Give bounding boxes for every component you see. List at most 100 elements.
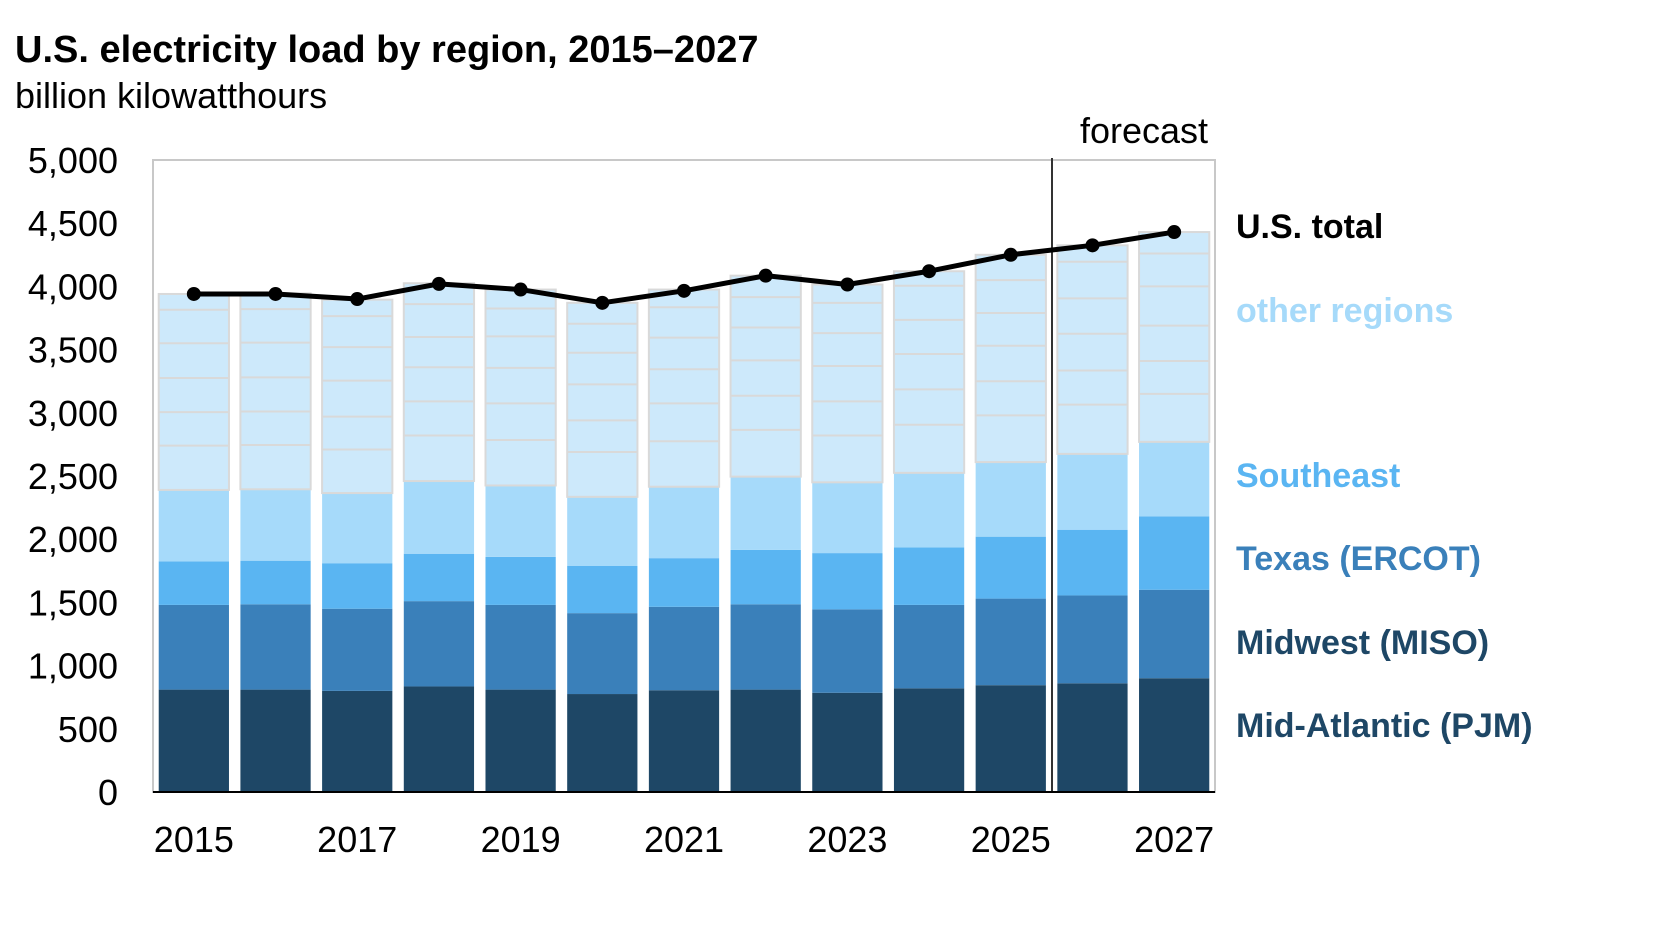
bar-midwest-miso-2025 bbox=[975, 598, 1046, 686]
bar-other-regions-2020 bbox=[566, 301, 639, 498]
us-total-point-2026 bbox=[1085, 238, 1100, 253]
bar-midwest-miso-2017 bbox=[322, 608, 393, 691]
y-tick-label-4500: 4,500 bbox=[28, 203, 118, 244]
bar-other-regions-2026 bbox=[1056, 244, 1129, 455]
forecast-label: forecast bbox=[1080, 110, 1208, 151]
y-axis: 0 500 1,000 1,500 2,000 2,500 3,000 3,500 4,000 4… bbox=[28, 140, 118, 813]
x-tick-label-2021: 2021 bbox=[644, 819, 724, 860]
legend: U.S. total other regions Southeast Texas… bbox=[1236, 208, 1533, 745]
bar-midwest-miso-2019 bbox=[485, 604, 556, 690]
bar-southeast-2016 bbox=[240, 489, 311, 561]
bar-texas-ercot-2025 bbox=[975, 536, 1046, 599]
bar-other-regions-2015 bbox=[157, 292, 230, 491]
bar-midwest-miso-2022 bbox=[730, 604, 801, 690]
bar-texas-ercot-2023 bbox=[812, 553, 883, 610]
y-tick-label-3500: 3,500 bbox=[28, 330, 118, 371]
bars-layer bbox=[157, 231, 1211, 792]
x-tick-label-2023: 2023 bbox=[807, 819, 887, 860]
bar-mid-atlantic-pjm-2027 bbox=[1139, 678, 1210, 792]
y-tick-label-3000: 3,000 bbox=[28, 393, 118, 434]
bar-texas-ercot-2022 bbox=[730, 549, 801, 605]
y-tick-label-1000: 1,000 bbox=[28, 646, 118, 687]
us-total-point-2020 bbox=[595, 295, 610, 310]
bar-midwest-miso-2027 bbox=[1139, 589, 1210, 679]
bar-mid-atlantic-pjm-2015 bbox=[158, 689, 229, 792]
y-tick-label-2500: 2,500 bbox=[28, 456, 118, 497]
x-tick-label-2019: 2019 bbox=[481, 819, 561, 860]
bar-midwest-miso-2023 bbox=[812, 609, 883, 693]
bar-mid-atlantic-pjm-2020 bbox=[567, 694, 638, 792]
bar-texas-ercot-2024 bbox=[893, 547, 965, 605]
bar-southeast-2017 bbox=[322, 493, 393, 564]
bar-mid-atlantic-pjm-2026 bbox=[1057, 683, 1128, 792]
bar-southeast-2018 bbox=[403, 481, 475, 554]
x-axis: 2015 2017 2019 2021 2023 2025 2027 bbox=[154, 819, 1214, 860]
us-total-point-2024 bbox=[922, 264, 937, 279]
bar-midwest-miso-2018 bbox=[403, 601, 475, 687]
x-tick-label-2025: 2025 bbox=[971, 819, 1051, 860]
bar-texas-ercot-2027 bbox=[1139, 516, 1210, 590]
bar-texas-ercot-2015 bbox=[158, 561, 229, 605]
us-total-point-2017 bbox=[350, 292, 365, 307]
bar-texas-ercot-2018 bbox=[403, 553, 475, 602]
x-tick-label-2017: 2017 bbox=[317, 819, 397, 860]
legend-other-regions: other regions bbox=[1236, 292, 1453, 330]
x-tick-label-2027: 2027 bbox=[1134, 819, 1214, 860]
bar-other-regions-2024 bbox=[892, 270, 966, 474]
bar-southeast-2025 bbox=[975, 462, 1046, 537]
bar-mid-atlantic-pjm-2023 bbox=[812, 692, 883, 792]
us-total-line bbox=[186, 225, 1182, 310]
x-tick-label-2015: 2015 bbox=[154, 819, 234, 860]
us-total-point-2016 bbox=[268, 286, 283, 301]
bar-midwest-miso-2026 bbox=[1057, 595, 1128, 684]
bar-texas-ercot-2016 bbox=[240, 560, 311, 605]
bar-mid-atlantic-pjm-2016 bbox=[240, 689, 311, 792]
bar-texas-ercot-2019 bbox=[485, 556, 556, 605]
legend-southeast: Southeast bbox=[1236, 457, 1400, 495]
bar-other-regions-2027 bbox=[1138, 231, 1211, 443]
bar-southeast-2021 bbox=[648, 486, 720, 559]
bar-southeast-2015 bbox=[158, 489, 229, 562]
bar-southeast-2026 bbox=[1057, 453, 1128, 530]
legend-us-total: U.S. total bbox=[1236, 208, 1383, 246]
bar-midwest-miso-2015 bbox=[158, 604, 229, 690]
us-total-point-2025 bbox=[1003, 247, 1018, 262]
bar-mid-atlantic-pjm-2024 bbox=[893, 688, 965, 792]
bar-midwest-miso-2016 bbox=[240, 604, 311, 690]
bar-texas-ercot-2021 bbox=[648, 558, 720, 607]
bar-other-regions-2022 bbox=[729, 274, 802, 478]
bar-southeast-2022 bbox=[730, 476, 801, 550]
bar-southeast-2023 bbox=[812, 482, 883, 554]
bar-other-regions-2019 bbox=[484, 288, 557, 487]
bar-southeast-2019 bbox=[485, 485, 556, 557]
y-tick-label-0: 0 bbox=[98, 772, 118, 813]
us-total-point-2021 bbox=[677, 283, 691, 298]
bar-midwest-miso-2020 bbox=[567, 613, 638, 695]
y-tick-label-2000: 2,000 bbox=[28, 519, 118, 560]
bar-texas-ercot-2017 bbox=[322, 563, 393, 609]
us-total-point-2019 bbox=[513, 282, 528, 297]
bar-texas-ercot-2020 bbox=[567, 565, 638, 614]
us-total-point-2027 bbox=[1167, 225, 1182, 240]
legend-mid-atlantic-pjm: Mid-Atlantic (PJM) bbox=[1236, 707, 1533, 745]
y-tick-label-4000: 4,000 bbox=[28, 266, 118, 307]
bar-mid-atlantic-pjm-2017 bbox=[322, 690, 393, 792]
bar-midwest-miso-2024 bbox=[893, 604, 965, 689]
bar-other-regions-2021 bbox=[647, 288, 721, 488]
bar-mid-atlantic-pjm-2021 bbox=[648, 690, 720, 792]
legend-midwest-miso: Midwest (MISO) bbox=[1236, 624, 1489, 662]
us-total-point-2018 bbox=[431, 276, 446, 291]
bar-other-regions-2023 bbox=[811, 283, 884, 484]
bar-mid-atlantic-pjm-2022 bbox=[730, 689, 801, 792]
us-total-point-2015 bbox=[186, 286, 201, 301]
y-tick-label-500: 500 bbox=[58, 709, 118, 750]
us-total-point-2023 bbox=[840, 277, 855, 292]
bar-midwest-miso-2021 bbox=[648, 606, 720, 691]
bar-mid-atlantic-pjm-2018 bbox=[403, 686, 475, 792]
y-tick-label-5000: 5,000 bbox=[28, 140, 118, 181]
us-total-point-2022 bbox=[758, 268, 773, 283]
chart-title: U.S. electricity load by region, 2015–20… bbox=[15, 29, 758, 71]
bar-southeast-2024 bbox=[893, 472, 965, 548]
bar-southeast-2027 bbox=[1139, 441, 1210, 517]
